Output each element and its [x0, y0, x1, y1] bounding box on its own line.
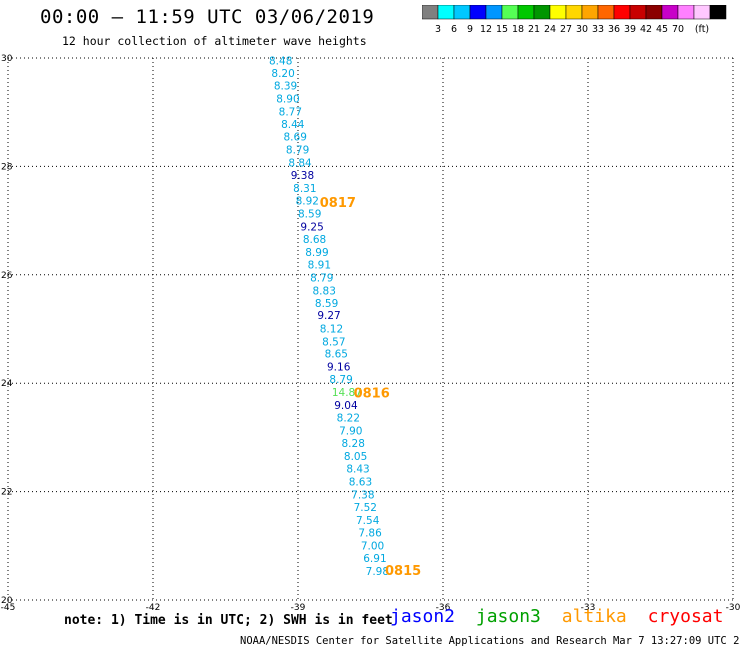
legend-jason2: jason2: [390, 606, 456, 627]
wave-height-label: 8.79: [310, 272, 333, 284]
wave-height-label: 8.22: [337, 413, 360, 425]
x-tick-label: -36: [436, 603, 451, 613]
wave-height-label: 8.84: [288, 157, 312, 169]
colorbar-label: 9: [467, 24, 473, 35]
wave-height-label: 8.91: [308, 259, 331, 271]
wave-height-label: 8.31: [293, 183, 316, 195]
wave-height-label: 8.20: [271, 68, 294, 80]
colorbar-label: 15: [496, 24, 508, 35]
wave-height-label: 8.12: [320, 323, 343, 335]
wave-height-label: 9.38: [291, 170, 314, 182]
colorbar-label: 39: [624, 24, 636, 35]
wave-height-label: 8.63: [349, 477, 372, 489]
colorbar-label: 33: [592, 24, 604, 35]
colorbar-label: 6: [451, 24, 457, 35]
colorbar-label: 42: [640, 24, 652, 35]
wave-height-label: 7.00: [361, 541, 384, 553]
colorbar-label: (ft): [695, 24, 709, 35]
wave-height-label: 7.54: [356, 515, 380, 527]
credit-line: NOAA/NESDIS Center for Satellite Applica…: [240, 635, 740, 647]
wave-height-label: 8.90: [276, 93, 299, 105]
colorbar-label: 30: [576, 24, 588, 35]
wave-height-label: 8.83: [313, 285, 336, 297]
wave-height-label: 8.65: [325, 349, 348, 361]
colorbar-label: 21: [528, 24, 540, 35]
legend-jason3: jason3: [475, 606, 541, 627]
x-tick-label: -45: [1, 603, 16, 613]
colorbar-swatch: [709, 5, 727, 20]
wave-height-label: 9.25: [300, 221, 323, 233]
wave-height-label: 8.05: [344, 451, 367, 463]
wave-height-label: 8.99: [305, 247, 328, 259]
wave-height-label: 7.52: [354, 502, 377, 514]
y-tick-label: 28: [1, 162, 13, 172]
y-tick-label: 24: [1, 379, 13, 389]
wave-height-label: 7.86: [358, 528, 382, 540]
wave-height-label: 8.68: [303, 234, 326, 246]
colorbar-legend: 3 6 9 12 15 18 21 24 27 30 33 36 39 42 45 70 (ft): [422, 5, 727, 35]
wave-height-label: 8.44: [281, 119, 305, 131]
wave-height-label: 7.98: [366, 566, 389, 578]
wave-height-label: 8.92: [296, 195, 319, 207]
wave-height-label: 8.59: [298, 208, 321, 220]
colorbar-label: 36: [608, 24, 620, 35]
wave-height-label: 8.28: [342, 438, 365, 450]
colorbar-label: 24: [544, 24, 556, 35]
y-tick-label: 26: [1, 271, 13, 281]
y-tick-label: 30: [1, 54, 13, 64]
colorbar-label: 12: [480, 24, 492, 35]
x-tick-label: -39: [291, 603, 306, 613]
wave-height-label: 8.79: [329, 374, 352, 386]
wave-height-label: 8.59: [315, 298, 338, 310]
colorbar-label: 27: [560, 24, 572, 35]
x-tick-label: -33: [581, 603, 596, 613]
x-tick-label: -42: [146, 603, 161, 613]
x-tick-label: -30: [726, 603, 740, 613]
pass-time-label: 0815: [385, 564, 421, 579]
wave-height-label: 7.90: [339, 426, 362, 438]
wave-height-label: 14.87: [332, 387, 362, 399]
y-tick-label: 20: [1, 596, 13, 606]
chart-title: 00:00 — 11:59 UTC 03/06/2019: [40, 6, 375, 28]
wave-height-label: 9.04: [334, 400, 358, 412]
pass-time-label: 0817: [320, 196, 356, 211]
legend-altika: altika: [561, 606, 627, 627]
colorbar-label: 3: [435, 24, 441, 35]
wave-height-label: 9.16: [327, 362, 351, 374]
wave-height-label: 7.38: [351, 490, 374, 502]
pass-time-label: 0816: [354, 386, 390, 401]
y-tick-label: 22: [1, 488, 12, 498]
legend-cryosat: cryosat: [647, 606, 724, 627]
wave-height-label: 8.79: [286, 144, 309, 156]
wave-height-label: 8.77: [279, 106, 302, 118]
wave-height-label: 6.91: [363, 553, 386, 565]
wave-height-label: 9.27: [317, 310, 340, 322]
satellite-legend: jason2 jason3 altika cryosat s3a: [390, 606, 740, 627]
wave-height-label: 8.39: [274, 80, 297, 92]
wave-height-label: 8.57: [322, 336, 345, 348]
note-text: note: 1) Time is in UTC; 2) SWH is in fe…: [64, 613, 393, 628]
chart-subtitle: 12 hour collection of altimeter wave hei…: [62, 34, 367, 48]
colorbar-label: 70: [672, 24, 684, 35]
wave-height-label: 8.69: [284, 131, 307, 143]
wave-height-label: 8.48: [269, 56, 292, 68]
colorbar-label: 45: [656, 24, 668, 35]
wave-height-label: 8.43: [346, 464, 369, 476]
colorbar-label: 18: [512, 24, 524, 35]
